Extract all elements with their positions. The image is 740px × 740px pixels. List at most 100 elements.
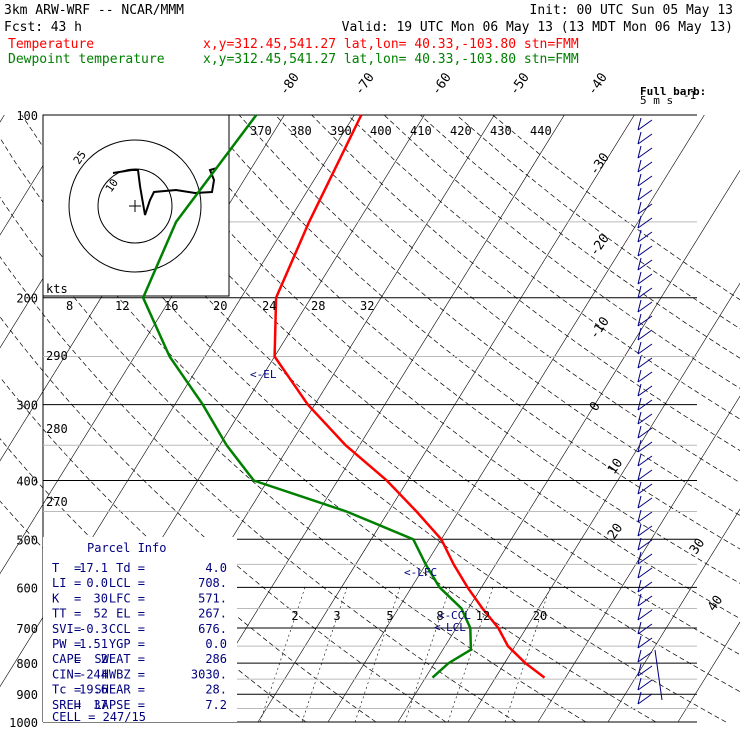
pressure-label-600: 600: [16, 581, 38, 595]
wind-barb: [637, 343, 653, 355]
parcel-key: YGP =: [109, 637, 145, 651]
dewpoint-legend-label: Dewpoint temperature: [8, 52, 165, 67]
parcel-key: PW: [52, 637, 67, 651]
wind-barb: [637, 161, 653, 173]
isotherm: [187, 114, 565, 723]
isotherm-label: 20: [605, 521, 626, 542]
parcel-value: 37: [94, 698, 108, 712]
isotherm: [607, 508, 740, 723]
isotherm: [467, 282, 740, 723]
isotherm-label: -60: [429, 70, 455, 98]
wind-barb: [637, 609, 653, 621]
speed-label: 32: [360, 299, 374, 313]
wind-barb: [637, 427, 653, 439]
wind-barb: [637, 217, 653, 229]
wind-barb: [637, 441, 653, 453]
theta-label: 390: [330, 124, 352, 138]
wind-barb-flag: [637, 663, 642, 677]
speed-label: 16: [164, 299, 178, 313]
parcel-key: TT: [52, 607, 66, 621]
parcel-value: -0.3: [79, 622, 108, 636]
parcel-key: LAPSE =: [94, 698, 145, 712]
parcel-eq: =: [74, 591, 81, 605]
theta-label: 430: [490, 124, 512, 138]
wind-barb-flag: [637, 383, 642, 397]
wind-barb-flag: [637, 453, 642, 467]
parcel-key: K: [52, 591, 60, 605]
theta-label: 400: [370, 124, 392, 138]
parcel-value: 52: [94, 607, 108, 621]
pressure-label-800: 800: [16, 657, 38, 671]
isotherm-label: -10: [587, 314, 613, 342]
wind-barb: [637, 231, 653, 243]
mixing-ratio-label: 20: [533, 609, 547, 623]
adiabat-label: 290: [46, 349, 68, 363]
dewpoint-profile: [141, 114, 473, 679]
mixing-ratio-line: [504, 587, 551, 723]
wind-barb: [637, 259, 653, 271]
parcel-key: LI: [52, 576, 66, 590]
wind-barb: [637, 371, 653, 383]
parcel-value: 571.: [198, 591, 227, 605]
temperature-profile: [273, 114, 546, 679]
wind-barb: [637, 301, 653, 313]
wind-barb: [637, 189, 653, 201]
wind-barb-flag: [637, 509, 642, 523]
isotherm-label: 10: [605, 456, 626, 477]
wind-barb-flag: [637, 187, 642, 201]
el-marker: <-EL: [250, 368, 277, 381]
wind-barb: [637, 329, 653, 341]
parcel-eq: =: [74, 667, 81, 681]
wind-barb-flag: [637, 579, 642, 593]
isotherm: [257, 114, 635, 723]
speed-label: 28: [311, 299, 325, 313]
wind-barb: [637, 679, 653, 691]
isotherm-label: 40: [705, 593, 726, 614]
barb-speed-label: 5 m s: [640, 94, 673, 107]
dewpoint-legend-info: x,y=312.45,541.27 lat,lon= 40.33,-103.80…: [203, 52, 579, 67]
mixing-ratio-label: 2: [291, 609, 298, 623]
wind-barb: [637, 175, 653, 187]
wind-barb: [637, 273, 653, 285]
theta-label: 440: [530, 124, 552, 138]
parcel-eq: =: [74, 637, 81, 651]
wind-barb-flag: [637, 131, 642, 145]
parcel-key: CCL =: [109, 622, 145, 636]
wind-barb: [637, 595, 653, 607]
parcel-info-title: Parcel Info: [87, 541, 166, 555]
parcel-eq: =: [74, 622, 81, 636]
parcel-eq: =: [74, 561, 81, 575]
isotherm-label: -30: [587, 150, 613, 178]
adiabat-label: 270: [46, 495, 68, 509]
parcel-eq: =: [74, 576, 81, 590]
parcel-info-panel: Parcel Info T 17.1 Td = 4.0=LI 0.0 LCL = 708.=…: [43, 537, 237, 722]
wind-barb: [637, 553, 653, 565]
isotherm-label: -20: [587, 231, 613, 259]
full-barb-label: Full barb:: [640, 85, 706, 98]
parcel-key: SWEAT =: [94, 652, 145, 666]
isotherm-label: 30: [687, 536, 708, 557]
parcel-value: 7.2: [205, 698, 227, 712]
wind-barb-flag: [637, 173, 642, 187]
parcel-key: CAPE: [52, 652, 81, 666]
ccl-marker-arrow: <-: [438, 609, 451, 622]
wind-barb-flag: [637, 327, 642, 341]
dry-adiabat: [492, 114, 740, 301]
wind-barb-flag: [637, 271, 642, 285]
wind-barb: [637, 483, 653, 495]
parcel-key: LCL =: [109, 576, 145, 590]
wind-barb: [637, 413, 653, 425]
wind-barb-flag: [637, 649, 642, 663]
wind-barb: [637, 203, 653, 215]
wind-barb: [637, 469, 653, 481]
mixing-ratio-line: [404, 587, 451, 723]
wind-barb-flag: [637, 341, 642, 355]
wind-barb-flag: [637, 691, 642, 705]
parcel-eq: =: [74, 698, 81, 712]
wind-barb-flag: [637, 145, 642, 159]
wind-barb: [637, 385, 653, 397]
mixing-ratio-line: [354, 587, 401, 723]
cell-motion: CELL = 247/15: [52, 710, 146, 724]
temperature-legend-label: Temperature: [8, 37, 94, 52]
